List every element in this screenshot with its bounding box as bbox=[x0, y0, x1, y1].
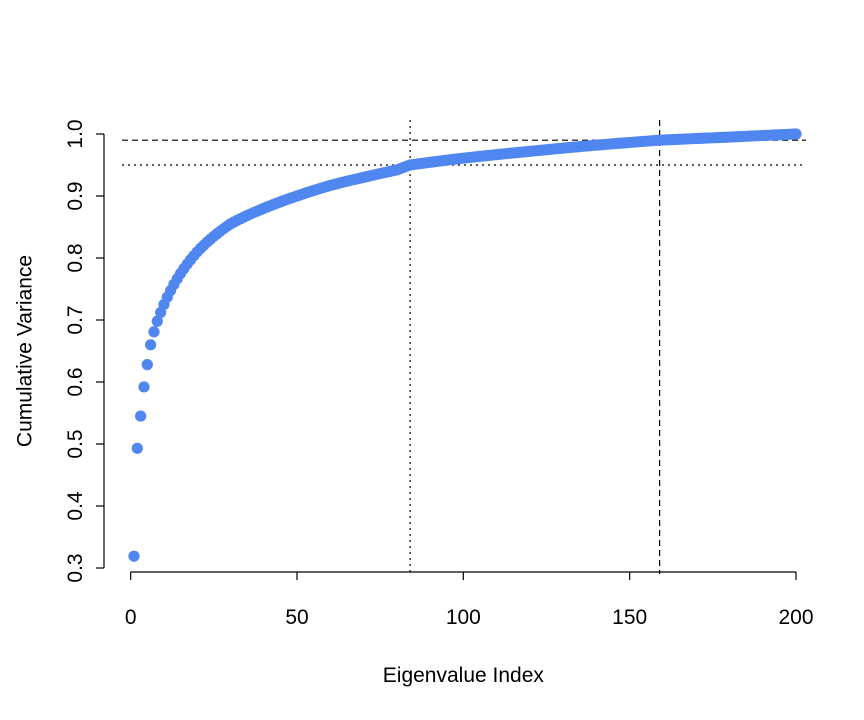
x-tick-label: 150 bbox=[612, 606, 647, 629]
data-point bbox=[148, 326, 160, 338]
x-tick-label: 50 bbox=[285, 606, 308, 629]
data-point bbox=[131, 442, 143, 454]
x-tick-label: 200 bbox=[778, 606, 813, 629]
x-tick-label: 0 bbox=[125, 606, 137, 629]
y-tick-label: 0.4 bbox=[64, 491, 87, 521]
reference-lines bbox=[122, 120, 806, 574]
y-tick-label: 0.5 bbox=[64, 429, 87, 458]
y-tick-label: 0.7 bbox=[64, 305, 87, 334]
y-axis: 0.3 0.4 0.5 0.6 0.7 0.8 0.9 1.0 bbox=[64, 119, 105, 583]
data-point bbox=[790, 128, 802, 140]
y-tick-label: 0.8 bbox=[64, 243, 87, 272]
data-point bbox=[141, 359, 153, 371]
x-tick-label: 100 bbox=[446, 606, 481, 629]
data-point bbox=[135, 410, 147, 422]
x-axis-label: Eigenvalue Index bbox=[383, 664, 545, 687]
data-point bbox=[151, 315, 163, 327]
data-points bbox=[128, 128, 802, 562]
x-axis: 0 50 100 150 200 bbox=[125, 571, 814, 629]
y-tick-label: 0.6 bbox=[64, 367, 87, 396]
y-tick-label: 0.3 bbox=[64, 553, 87, 582]
data-point bbox=[145, 339, 157, 351]
data-point bbox=[128, 550, 140, 562]
y-axis-label: Cumulative Variance bbox=[14, 255, 37, 447]
y-tick-label: 1.0 bbox=[64, 119, 87, 148]
data-point bbox=[138, 381, 150, 393]
y-tick-label: 0.9 bbox=[64, 181, 87, 210]
